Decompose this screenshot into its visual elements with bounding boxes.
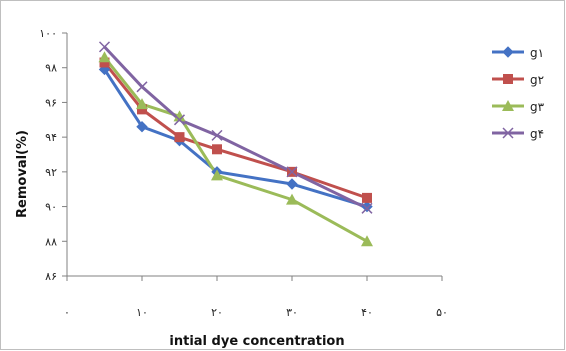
- marker-stroke: [136, 81, 148, 93]
- data-point-g۴: [136, 81, 148, 93]
- legend-item-g۲: g۲: [492, 73, 544, 87]
- legend: g۱ g۲ g۳ g۴: [484, 38, 556, 152]
- legend-label: g۱: [530, 46, 544, 60]
- legend-swatch-marker: [502, 46, 514, 58]
- legend-label: g۴: [530, 127, 544, 141]
- marker-stroke: [98, 41, 111, 53]
- y-tick-label: ۹۴: [45, 131, 57, 144]
- y-tick-label: ۹۸: [45, 62, 57, 75]
- data-point-g۲: [99, 57, 110, 68]
- data-point-g۴: [173, 114, 186, 126]
- data-point-g۳: [136, 98, 148, 110]
- legend-item-g۳: g۳: [492, 100, 545, 114]
- marker-stroke: [502, 127, 514, 139]
- data-point-g۱: [136, 121, 148, 133]
- legend-swatch-marker: [502, 100, 514, 111]
- data-point-g۴: [361, 202, 373, 214]
- y-tick-label: ۱۰۰: [39, 27, 57, 40]
- series-line-g۱: [103, 68, 368, 209]
- legend-swatch-marker: [502, 127, 514, 139]
- legend-box: [484, 38, 556, 152]
- x-tick-label: ۴۰: [361, 306, 373, 319]
- data-point-g۳: [286, 193, 298, 205]
- data-point-g۳: [361, 235, 373, 247]
- data-point-g۲: [137, 104, 147, 115]
- data-point-g۴: [211, 129, 223, 141]
- tick-labels: ۸۶ ۸۸ ۹۰ ۹۲ ۹۴ ۹۶ ۹۸ ۱۰۰ ۰ ۱۰ ۲۰ ۳۰ ۴۰ ۵۰: [39, 27, 448, 319]
- data-point-g۳: [211, 169, 223, 181]
- plot-area: [98, 41, 373, 247]
- x-tick-label: ۳۰: [286, 306, 298, 319]
- x-axis-title: intial dye concentration: [169, 334, 344, 349]
- y-tick-label: ۹۲: [45, 166, 57, 179]
- legend-item-g۴: g۴: [492, 127, 544, 141]
- data-point-g۴: [286, 166, 298, 178]
- y-tick-label: ۸۶: [45, 270, 57, 283]
- marker-stroke: [211, 129, 223, 141]
- legend-label: g۳: [530, 100, 545, 114]
- data-point-g۳: [173, 110, 186, 122]
- x-tick-label: ۱۰: [136, 306, 148, 319]
- data-point-g۱: [286, 178, 298, 190]
- axes: [62, 32, 443, 281]
- legend-swatch-marker: [503, 74, 513, 84]
- marker-stroke: [361, 202, 373, 214]
- x-tick-label: ۵۰: [436, 306, 448, 319]
- data-point-g۳: [98, 51, 111, 63]
- data-point-g۲: [174, 132, 185, 143]
- y-tick-label: ۸۸: [45, 235, 57, 248]
- series-line-g۳: [103, 56, 368, 243]
- y-axis-title: Removal(%): [15, 130, 30, 218]
- x-tick-label: ۲۰: [211, 306, 223, 319]
- legend-item-g۱: g۱: [492, 46, 544, 60]
- data-point-g۲: [212, 144, 222, 155]
- marker-stroke: [173, 114, 186, 126]
- series-line-g۴: [103, 45, 368, 210]
- data-point-g۴: [98, 41, 111, 53]
- marker-stroke: [286, 166, 298, 178]
- data-point-g۱: [361, 200, 373, 213]
- data-point-g۲: [362, 192, 372, 203]
- x-tick-label: ۰: [64, 306, 70, 319]
- legend-label: g۲: [530, 73, 544, 87]
- y-tick-label: ۹۶: [45, 96, 57, 109]
- y-tick-label: ۹۰: [45, 201, 57, 214]
